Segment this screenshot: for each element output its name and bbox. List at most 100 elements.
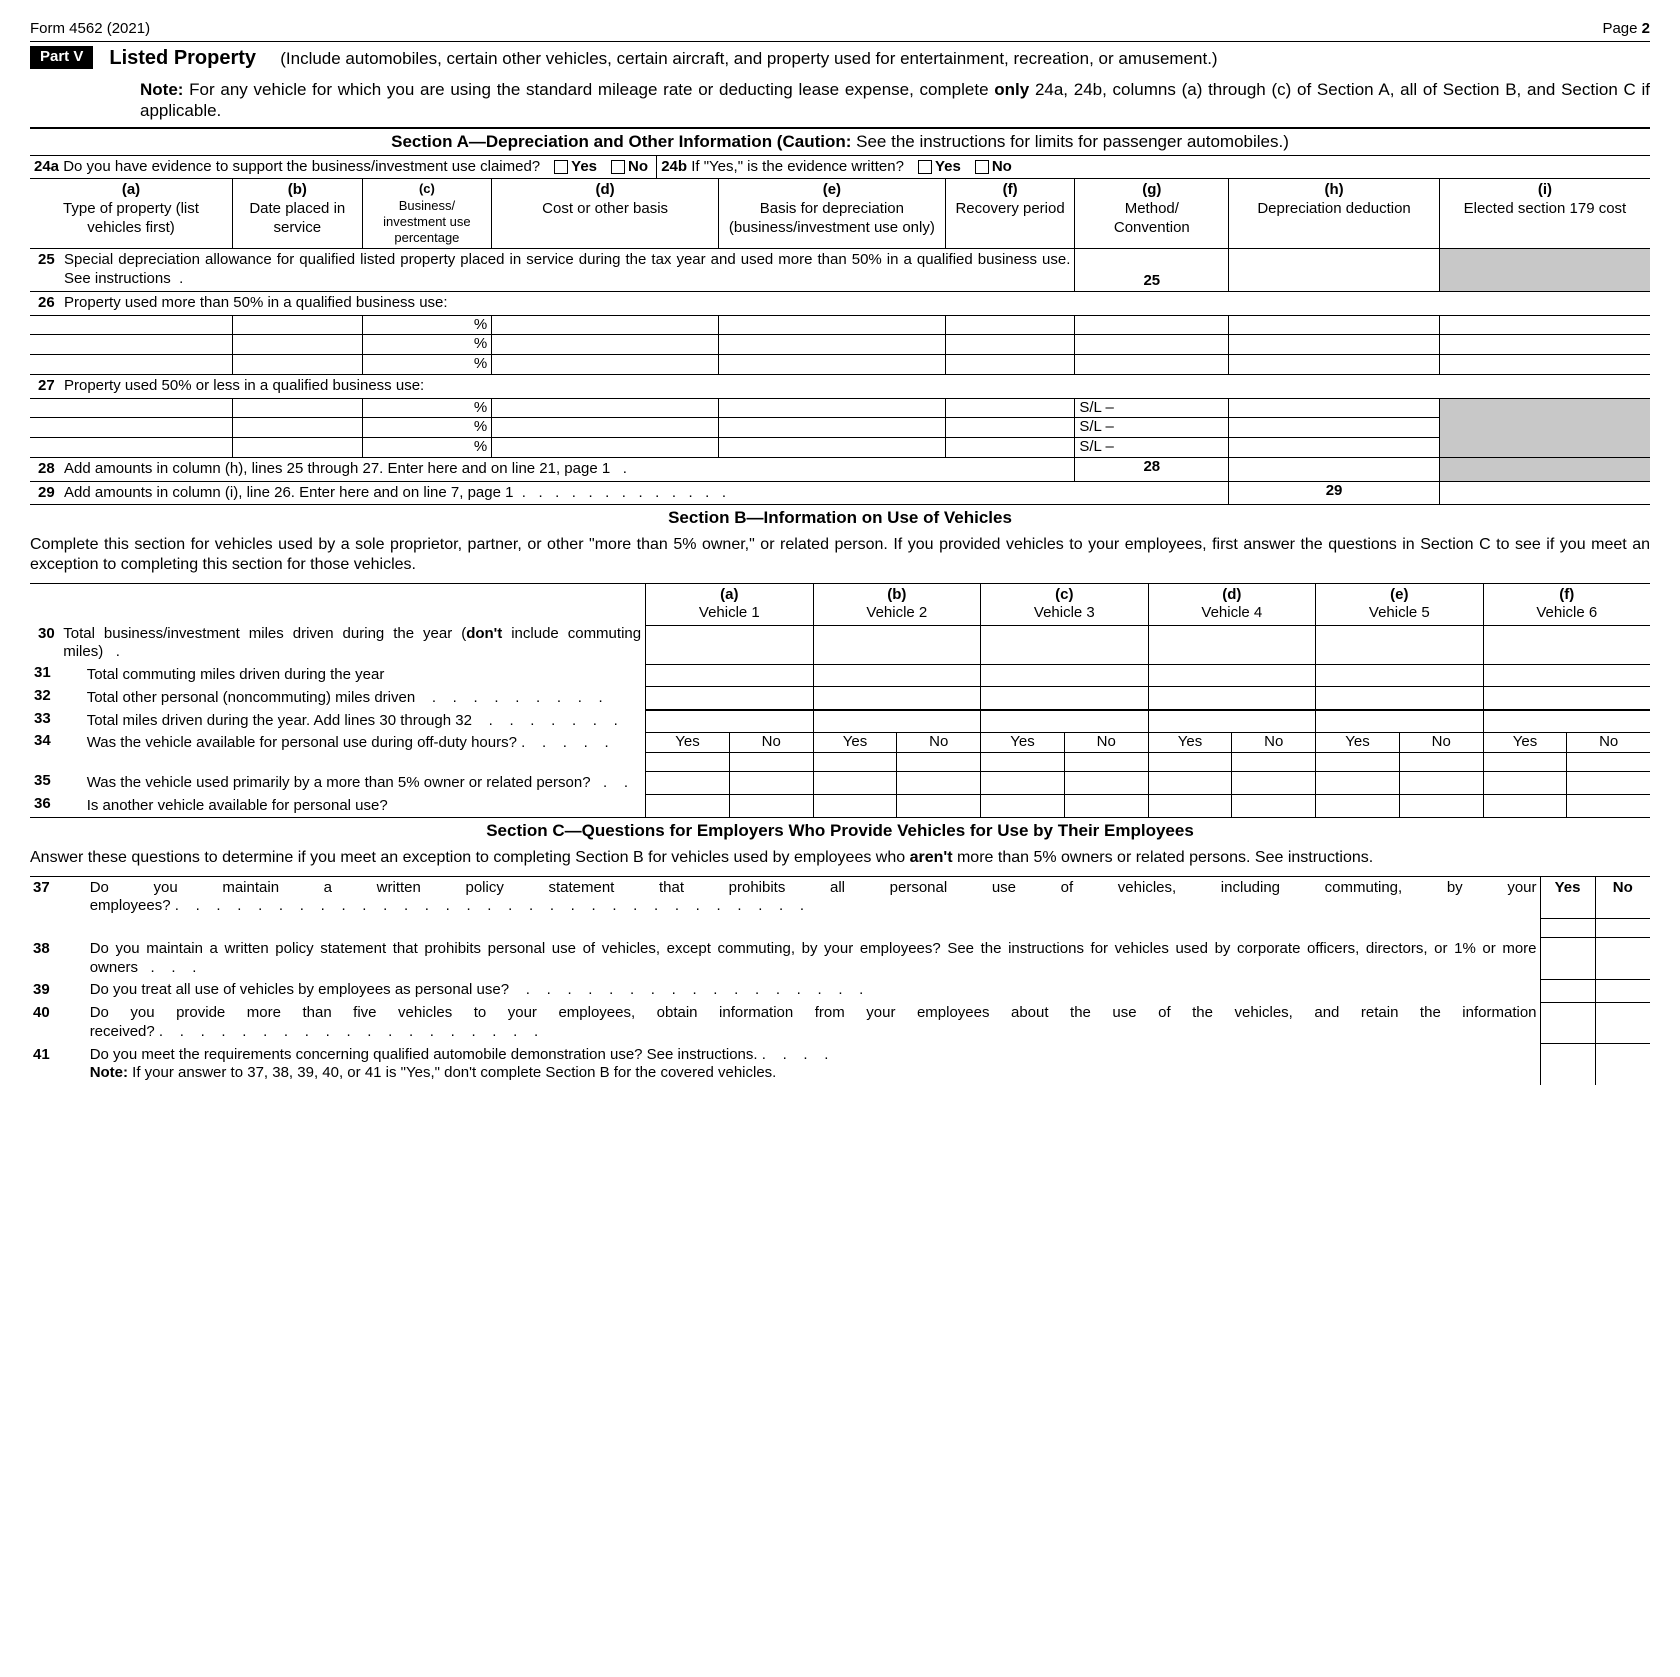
- line-25-text: Special depreciation allowance for quali…: [64, 251, 1070, 289]
- col-a-d: Type of property (list vehicles first): [63, 200, 199, 236]
- q38-no[interactable]: [1595, 938, 1650, 980]
- col-h-l: (h): [1324, 181, 1343, 198]
- line-29-num: 29: [34, 484, 64, 503]
- line-31: 31 Total commuting miles driven during t…: [30, 664, 1650, 687]
- q40-num: 40: [30, 1002, 87, 1044]
- l27-r1-sl: S/L –: [1075, 398, 1229, 418]
- label-yes: Yes: [935, 158, 961, 175]
- q41-num: 41: [30, 1044, 87, 1086]
- line-29-box: 29: [1229, 481, 1440, 505]
- q31-text: Total commuting miles driven during the …: [87, 664, 646, 687]
- part-label: Part V: [30, 46, 93, 69]
- col-d-l: (d): [596, 181, 615, 198]
- checkbox-24b-yes[interactable]: [918, 160, 932, 174]
- q32-text: Total other personal (noncommuting) mile…: [87, 687, 646, 710]
- q37-yes[interactable]: [1540, 918, 1595, 938]
- l26-r1-b[interactable]: [233, 315, 363, 335]
- col-c-d: Business/ investment use percentage: [383, 198, 470, 246]
- col-g-l: (g): [1142, 181, 1161, 198]
- checkbox-24a-no[interactable]: [611, 160, 625, 174]
- l26-r1-g[interactable]: [1075, 315, 1229, 335]
- section-c-desc: Answer these questions to determine if y…: [30, 844, 1650, 876]
- line-37: 37 Do you maintain a written policy stat…: [30, 876, 1650, 918]
- q39-yes[interactable]: [1540, 979, 1595, 1002]
- q37-text: Do you maintain a written policy stateme…: [87, 876, 1540, 918]
- q33-num: 33: [30, 710, 87, 733]
- l26-r1-h[interactable]: [1229, 315, 1440, 335]
- line-25-i-grey: [1439, 249, 1650, 292]
- line-34: 34 Was the vehicle available for persona…: [30, 732, 1650, 752]
- section-b-desc: Complete this section for vehicles used …: [30, 531, 1650, 583]
- line-27: 27 Property used 50% or less in a qualif…: [30, 374, 1650, 398]
- line-28-box: 28: [1075, 457, 1229, 481]
- col-h-d: Depreciation deduction: [1257, 200, 1410, 217]
- note-bold: only: [994, 80, 1029, 99]
- q34-num: 34: [30, 732, 87, 772]
- q33-text: Total miles driven during the year. Add …: [87, 710, 646, 733]
- col-a-l: (a): [122, 181, 140, 198]
- l26-r1-f[interactable]: [945, 315, 1075, 335]
- col-header-row: (a) Type of property (list vehicles first…: [30, 179, 1650, 249]
- line-24b-num: 24b: [661, 158, 687, 175]
- line-24: 24a Do you have evidence to support the …: [30, 156, 1650, 180]
- page-number: Page Page 22: [1602, 20, 1650, 39]
- l27-r1-a[interactable]: [30, 398, 233, 418]
- q37-num: 37: [30, 876, 87, 918]
- col-c-l: (c): [419, 181, 435, 196]
- line-28-text: Add amounts in column (h), lines 25 thro…: [64, 460, 1070, 479]
- l26-r3-a[interactable]: [30, 355, 233, 375]
- q41-yes[interactable]: [1540, 1044, 1595, 1086]
- line-26-num: 26: [34, 294, 64, 313]
- l26-r1-e[interactable]: [718, 315, 945, 335]
- part-title: Listed Property: [109, 47, 276, 69]
- q37-no[interactable]: [1595, 918, 1650, 938]
- col-e-d: Basis for depreciation (business/investm…: [729, 200, 935, 236]
- q30-v1[interactable]: [646, 626, 814, 665]
- l26-r2-a[interactable]: [30, 335, 233, 355]
- section-a-caution: See the instructions for limits for pass…: [856, 132, 1289, 151]
- q34-v1-yes[interactable]: [646, 752, 730, 772]
- part-v-heading: Part V Listed Property (Include automobi…: [30, 42, 1650, 75]
- l26-r1-c[interactable]: %: [362, 315, 492, 335]
- q38-num: 38: [30, 938, 87, 980]
- label-no: No: [628, 158, 648, 175]
- q40-text: Do you provide more than five vehicles t…: [87, 1002, 1540, 1044]
- q41-no[interactable]: [1595, 1044, 1650, 1086]
- note-prefix: Note:: [140, 80, 183, 99]
- line-35: 35 Was the vehicle used primarily by a m…: [30, 772, 1650, 795]
- q34-text: Was the vehicle available for personal u…: [87, 732, 646, 772]
- checkbox-24a-yes[interactable]: [554, 160, 568, 174]
- line-28-h-input[interactable]: [1229, 457, 1440, 481]
- col-b-l: (b): [288, 181, 307, 198]
- vehicle-header-row: 30 Total business/investment miles drive…: [30, 583, 1650, 626]
- q39-no[interactable]: [1595, 979, 1650, 1002]
- q35-text: Was the vehicle used primarily by a more…: [87, 772, 646, 795]
- line-25-num: 25: [34, 251, 64, 289]
- checkbox-24b-no[interactable]: [975, 160, 989, 174]
- col-i-l: (i): [1538, 181, 1552, 198]
- section-c-table: 37 Do you maintain a written policy stat…: [30, 876, 1650, 1086]
- note-text: For any vehicle for which you are using …: [183, 80, 994, 99]
- l26-r1-i[interactable]: [1439, 315, 1650, 335]
- col-f-d: Recovery period: [955, 200, 1064, 217]
- section-a-bold: Section A—Depreciation and Other Informa…: [391, 132, 856, 151]
- l27-i-grey: [1439, 398, 1650, 457]
- q40-no[interactable]: [1595, 1002, 1650, 1044]
- q38-yes[interactable]: [1540, 938, 1595, 980]
- line-29-i-input[interactable]: [1439, 481, 1650, 505]
- q41-text: Do you meet the requirements concerning …: [87, 1044, 1540, 1086]
- l26-r1-a[interactable]: [30, 315, 233, 335]
- line-27-num: 27: [34, 377, 64, 396]
- line-29-text: Add amounts in column (i), line 26. Ente…: [64, 484, 1224, 503]
- line-27-text: Property used 50% or less in a qualified…: [64, 377, 424, 396]
- form-header: Form 4562 (2021) Page Page 22: [30, 20, 1650, 42]
- l26-r1-d[interactable]: [492, 315, 719, 335]
- q39-num: 39: [30, 979, 87, 1002]
- q35-num: 35: [30, 772, 87, 795]
- q40-yes[interactable]: [1540, 1002, 1595, 1044]
- col-f-l: (f): [1003, 181, 1018, 198]
- col-g-d: Method/ Convention: [1114, 200, 1190, 236]
- q39-text: Do you treat all use of vehicles by empl…: [87, 979, 1540, 1002]
- line-39: 39 Do you treat all use of vehicles by e…: [30, 979, 1650, 1002]
- line-25-h-input[interactable]: [1229, 249, 1440, 292]
